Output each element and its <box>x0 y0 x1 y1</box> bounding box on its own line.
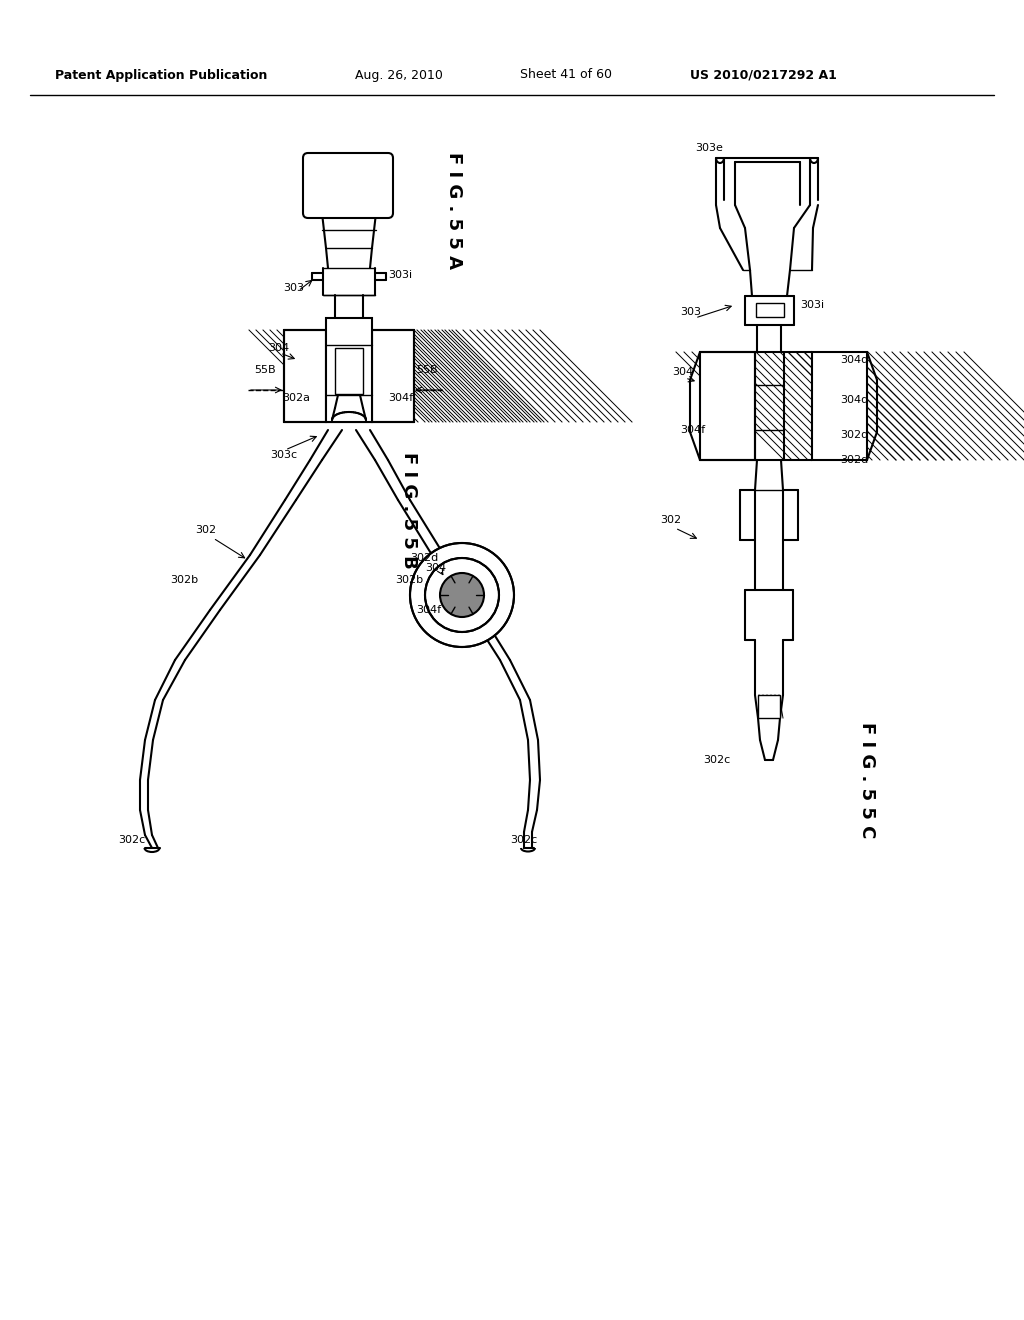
Wedge shape <box>410 569 514 647</box>
Text: 303i: 303i <box>800 300 824 310</box>
Bar <box>284 330 326 422</box>
Text: 302b: 302b <box>395 576 423 585</box>
Text: 55B: 55B <box>254 366 275 375</box>
Text: 304f: 304f <box>388 393 413 403</box>
Text: 303i: 303i <box>388 271 412 280</box>
Bar <box>700 352 755 459</box>
Text: 304: 304 <box>425 564 446 573</box>
Text: 304: 304 <box>672 367 693 378</box>
Text: 304f: 304f <box>416 605 441 615</box>
Text: 303e: 303e <box>695 143 723 153</box>
Circle shape <box>410 543 514 647</box>
Text: 302d: 302d <box>410 553 438 564</box>
Text: Sheet 41 of 60: Sheet 41 of 60 <box>520 69 612 82</box>
Bar <box>372 330 414 422</box>
Bar <box>812 352 867 459</box>
Wedge shape <box>417 543 507 577</box>
Text: 302d: 302d <box>840 430 868 440</box>
Text: 302: 302 <box>660 515 681 525</box>
Text: F I G . 5 5 C: F I G . 5 5 C <box>858 722 876 838</box>
Text: 304d: 304d <box>840 395 868 405</box>
Text: F I G . 5 5 A: F I G . 5 5 A <box>445 152 463 268</box>
Text: 302b: 302b <box>170 576 198 585</box>
Text: 303: 303 <box>680 308 701 317</box>
Circle shape <box>425 558 499 632</box>
Text: 55B: 55B <box>416 366 438 375</box>
Text: 302c: 302c <box>510 836 538 845</box>
Bar <box>335 348 362 393</box>
Text: 302: 302 <box>195 525 216 535</box>
Text: F I G . 5 5 B: F I G . 5 5 B <box>400 451 418 569</box>
Bar <box>326 318 372 422</box>
Text: 303c: 303c <box>270 450 297 459</box>
Text: US 2010/0217292 A1: US 2010/0217292 A1 <box>690 69 837 82</box>
Bar <box>758 696 780 718</box>
Text: 304f: 304f <box>680 425 706 436</box>
Text: 302d: 302d <box>840 455 868 465</box>
Bar <box>756 304 784 317</box>
FancyBboxPatch shape <box>303 153 393 218</box>
Text: Aug. 26, 2010: Aug. 26, 2010 <box>355 69 442 82</box>
Text: 302c: 302c <box>118 836 145 845</box>
Text: 304d: 304d <box>840 355 868 366</box>
Text: 302c: 302c <box>703 755 730 766</box>
Circle shape <box>440 573 484 616</box>
Text: Patent Application Publication: Patent Application Publication <box>55 69 267 82</box>
Text: 302a: 302a <box>282 393 310 403</box>
Text: 303: 303 <box>283 282 304 293</box>
Text: 304: 304 <box>268 343 289 352</box>
